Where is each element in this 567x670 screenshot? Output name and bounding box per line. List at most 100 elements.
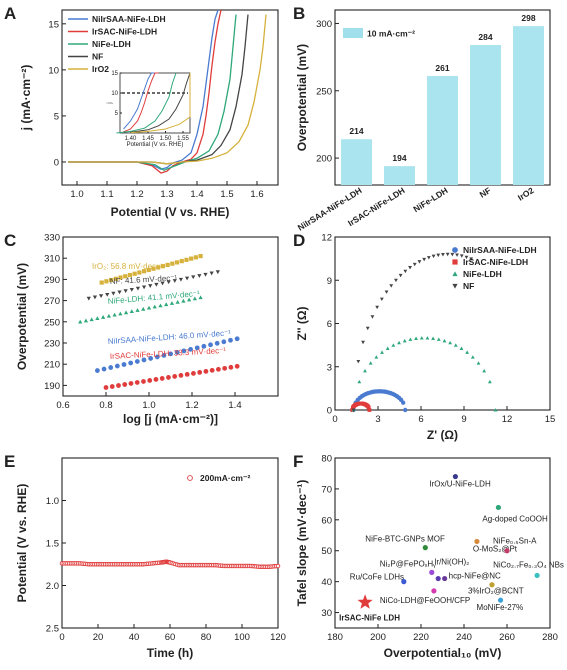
- x-tick-label: 120: [270, 632, 286, 643]
- panel-letter: E: [4, 452, 15, 471]
- data-point: [134, 380, 140, 385]
- data-point: [164, 302, 169, 307]
- data-point: [429, 569, 435, 575]
- bar: [470, 45, 501, 185]
- data-point: [234, 336, 240, 342]
- star-marker: [357, 594, 373, 609]
- data-point: [222, 365, 228, 371]
- x-tick-label: 1.1: [100, 189, 113, 200]
- data-point: [357, 379, 362, 384]
- data-point: [489, 582, 495, 588]
- point-label: hcp-NiFe@NC: [449, 572, 501, 581]
- legend-label: IrSAC-NiFe-LDH: [463, 257, 528, 267]
- data-point: [379, 297, 384, 301]
- data-point: [194, 345, 200, 351]
- data-point: [366, 405, 371, 410]
- data-point: [408, 266, 412, 270]
- x-tick-label: 9: [461, 414, 466, 425]
- y-tick-label: 70: [321, 484, 332, 495]
- x-tick-label: 1.4: [228, 400, 241, 411]
- data-point: [380, 350, 384, 354]
- x-axis-label: Overpotential₁₀ (mV): [384, 646, 502, 660]
- y-tick-label: 270: [44, 296, 60, 307]
- x-tick-label: 60: [165, 632, 176, 643]
- data-point: [181, 348, 187, 354]
- data-point: [476, 361, 481, 365]
- data-point: [191, 370, 196, 376]
- x-tick-label: 180: [327, 632, 343, 643]
- x-axis-label: Potential (V vs. RHE): [111, 205, 230, 219]
- y-axis-label: Tafel slope (mV·dec⁻¹): [295, 480, 309, 607]
- point-label: MoNiFe-27%: [477, 603, 524, 612]
- point-label: IrSAC-NiFe LDH: [339, 613, 400, 622]
- data-point: [141, 357, 147, 363]
- bar: [513, 26, 544, 186]
- data-point: [151, 266, 156, 271]
- legend-swatch: [343, 28, 363, 38]
- data-point: [453, 343, 458, 347]
- data-point: [403, 407, 408, 413]
- data-point: [165, 262, 170, 268]
- data-point: [158, 303, 163, 308]
- data-point: [170, 261, 175, 266]
- bar-value-label: 214: [349, 126, 363, 136]
- data-point: [129, 287, 134, 292]
- data-point: [112, 312, 117, 317]
- data-point: [129, 309, 134, 314]
- data-point: [160, 281, 165, 286]
- data-point: [137, 270, 142, 275]
- data-point: [401, 579, 407, 585]
- series-annotation: NiFe-LDH: 41.1 mV·dec⁻¹: [107, 289, 200, 306]
- legend-label: NiFe-LDH: [92, 39, 131, 49]
- legend-label: NF: [463, 281, 474, 291]
- data-point: [431, 588, 437, 594]
- x-tick-label: 0.6: [56, 400, 69, 411]
- inset-series-line: [123, 72, 155, 130]
- data-point: [394, 278, 398, 283]
- x-tick-label: 1.5: [220, 189, 233, 200]
- point-label: IrOx/U-NiFe-LDH: [429, 480, 491, 489]
- x-tick-label: 1.3: [160, 189, 173, 200]
- data-point: [450, 252, 455, 257]
- category-label: IrO2: [516, 185, 536, 203]
- data-point: [370, 315, 375, 319]
- y-tick-label: 50: [321, 546, 332, 557]
- x-tick-label: 1.0: [70, 189, 83, 200]
- data-point: [470, 355, 475, 359]
- series-line: [68, 14, 237, 172]
- plot-frame: [334, 457, 551, 629]
- data-point: [116, 383, 121, 388]
- x-tick-label: 1.6: [250, 189, 263, 200]
- data-point: [426, 256, 431, 260]
- data-point: [103, 385, 109, 390]
- x-tick-label: 280: [542, 632, 558, 643]
- legend-marker: [452, 271, 458, 277]
- data-point: [452, 473, 458, 480]
- y-tick-label: 40: [321, 577, 332, 588]
- data-point: [154, 282, 159, 287]
- x-tick-label: 100: [234, 632, 250, 643]
- point-label: NiFe-BTC-GNPs MOF: [365, 535, 445, 544]
- legend-marker: [452, 247, 458, 253]
- data-point: [389, 284, 394, 288]
- x-tick-label: 0: [332, 414, 337, 425]
- inset-series-line: [116, 72, 177, 134]
- data-point: [117, 290, 122, 295]
- data-point: [234, 363, 240, 369]
- data-point: [367, 408, 372, 412]
- data-point: [78, 319, 83, 324]
- data-point: [469, 257, 474, 261]
- data-point: [398, 273, 403, 278]
- data-point: [384, 290, 389, 294]
- data-point: [474, 538, 480, 545]
- legend-label: 200mA·cm⁻²: [200, 473, 250, 483]
- data-point: [203, 272, 208, 277]
- y-tick-label: 1.5: [46, 539, 59, 550]
- plot-frame: [61, 9, 279, 186]
- data-point: [203, 368, 209, 374]
- data-point: [141, 379, 146, 384]
- x-tick-label: 240: [456, 632, 472, 643]
- point-label: NiFe₀.₅Sn-A: [493, 537, 537, 546]
- data-point: [135, 308, 140, 312]
